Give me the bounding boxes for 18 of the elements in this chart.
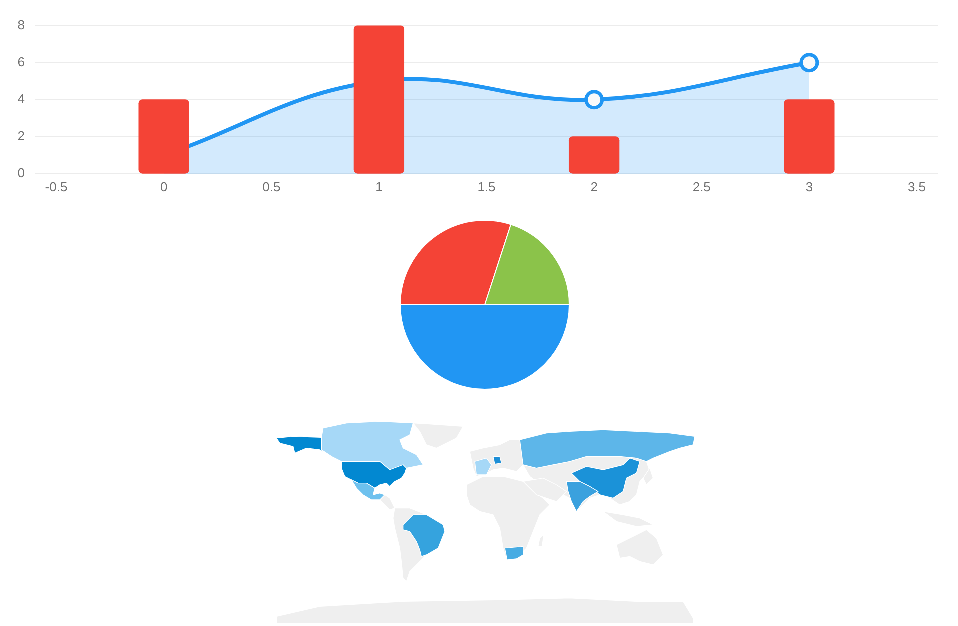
bar [784,100,835,174]
x-tick-label: 2.5 [692,179,711,194]
x-tick-label: 0 [160,179,168,194]
y-tick-label: 8 [18,17,25,32]
x-tick-label: 2 [590,179,598,194]
x-tick-label: 3.5 [908,179,926,194]
x-tick-label: 0.5 [262,179,281,194]
bar [138,100,190,174]
y-tick-label: 4 [18,91,25,106]
x-tick-label: 1.5 [478,179,496,194]
bar [568,136,620,174]
x-tick-label: 3 [806,179,814,194]
y-tick-label: 0 [18,166,25,181]
x-tick-label: -0.5 [45,179,68,194]
x-tick-label: 1 [376,179,383,194]
bar [354,26,405,174]
y-tick-label: 2 [18,128,25,144]
y-tick-label: 6 [18,54,25,70]
